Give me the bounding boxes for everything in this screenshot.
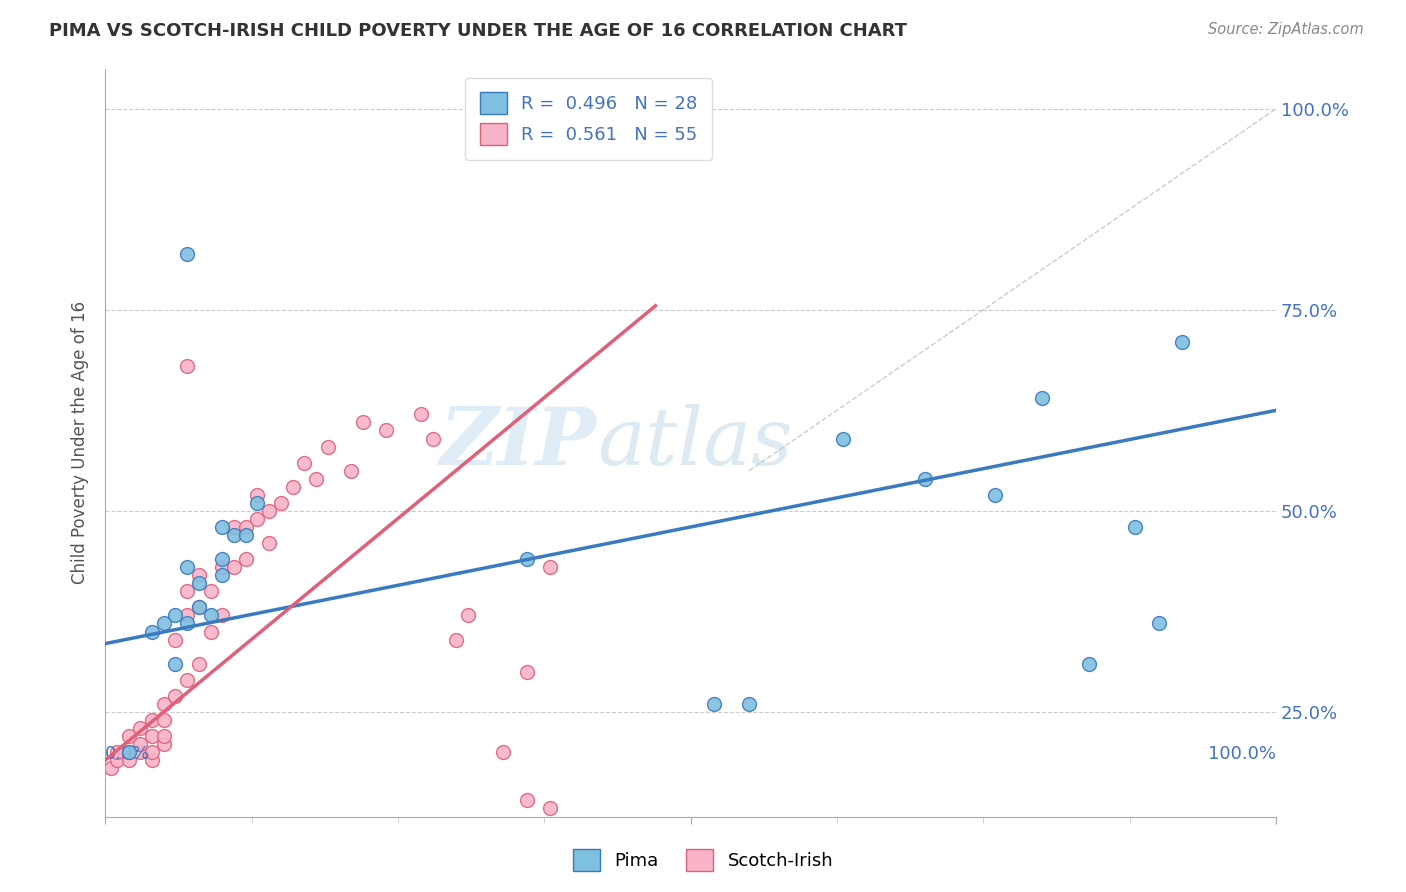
Point (141, 624, 163, 639)
Point (141, 745, 163, 759)
Point (105, 745, 128, 759)
Point (538, 801, 561, 815)
Point (375, 424, 398, 438)
Point (246, 488, 269, 502)
Point (222, 560, 245, 574)
Text: ZIP: ZIP (440, 404, 598, 482)
Point (516, 665, 538, 679)
Point (457, 608, 479, 623)
Point (270, 496, 292, 510)
Point (446, 632, 468, 647)
Point (176, 246, 198, 260)
Point (187, 600, 209, 615)
Point (200, 624, 222, 639)
Point (516, 552, 538, 566)
Text: 100.0%: 100.0% (1208, 746, 1277, 764)
Point (257, 536, 280, 550)
Point (152, 713, 174, 727)
Point (984, 488, 1007, 502)
Point (340, 464, 363, 478)
Point (235, 552, 257, 566)
Text: atlas: atlas (598, 404, 793, 482)
Point (235, 528, 257, 542)
Point (129, 745, 152, 759)
Point (222, 520, 245, 534)
Point (292, 456, 315, 470)
Point (516, 793, 538, 807)
Point (211, 520, 233, 534)
Point (305, 472, 328, 486)
Point (105, 753, 128, 767)
Point (222, 528, 245, 542)
Point (165, 632, 187, 647)
Point (176, 616, 198, 631)
Point (152, 737, 174, 751)
Point (738, 697, 761, 711)
Point (129, 721, 152, 735)
Point (703, 697, 725, 711)
Point (152, 616, 174, 631)
Point (141, 713, 163, 727)
Point (281, 480, 304, 494)
Point (100, 761, 122, 775)
Point (176, 560, 198, 574)
Point (1031, 392, 1053, 406)
Point (246, 496, 269, 510)
Point (257, 504, 280, 518)
Legend: R =  0.496   N = 28, R =  0.561   N = 55: R = 0.496 N = 28, R = 0.561 N = 55 (465, 78, 711, 160)
Point (176, 359, 198, 373)
Point (187, 657, 209, 671)
Y-axis label: Child Poverty Under the Age of 16: Child Poverty Under the Age of 16 (72, 301, 89, 584)
Point (211, 552, 233, 566)
Point (117, 745, 139, 759)
Point (141, 753, 163, 767)
Point (141, 729, 163, 743)
Point (176, 608, 198, 623)
Point (831, 432, 853, 446)
Point (538, 560, 561, 574)
Point (1147, 616, 1170, 631)
Point (165, 608, 187, 623)
Point (1125, 520, 1147, 534)
Point (316, 440, 339, 454)
Text: Source: ZipAtlas.com: Source: ZipAtlas.com (1208, 22, 1364, 37)
Point (152, 729, 174, 743)
Text: PIMA VS SCOTCH-IRISH CHILD POVERTY UNDER THE AGE OF 16 CORRELATION CHART: PIMA VS SCOTCH-IRISH CHILD POVERTY UNDER… (49, 22, 907, 40)
Point (152, 697, 174, 711)
Point (246, 512, 269, 526)
Point (117, 745, 139, 759)
Point (200, 608, 222, 623)
Point (1077, 657, 1099, 671)
Point (914, 472, 936, 486)
Point (352, 416, 374, 430)
Point (165, 657, 187, 671)
Point (165, 689, 187, 703)
Point (235, 520, 257, 534)
Point (187, 600, 209, 615)
Point (117, 753, 139, 767)
Point (176, 673, 198, 687)
Legend: Pima, Scotch-Irish: Pima, Scotch-Irish (565, 842, 841, 879)
Point (492, 745, 515, 759)
Point (176, 584, 198, 599)
Point (187, 576, 209, 591)
Point (117, 729, 139, 743)
Text: 0.0%: 0.0% (105, 746, 150, 764)
Point (1171, 334, 1194, 349)
Point (129, 737, 152, 751)
Point (187, 568, 209, 582)
Point (411, 408, 433, 422)
Point (422, 432, 444, 446)
Point (211, 568, 233, 582)
Point (200, 584, 222, 599)
Point (211, 560, 233, 574)
Point (211, 608, 233, 623)
